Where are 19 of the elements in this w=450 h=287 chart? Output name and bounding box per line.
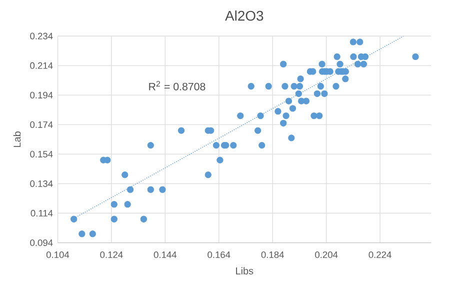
y-tick-label: 0.094 [30,239,53,246]
y-tick-label: 0.154 [30,150,53,158]
y-tick-label: 0.174 [30,121,53,128]
x-tick-label: 0.144 [154,251,177,258]
x-tick-label: 0.164 [208,251,230,258]
chart-title: Al2O3 [225,10,264,21]
y-tick-label: 0.194 [30,92,53,98]
annotation: R$^{2}$ = 0.8708 [149,80,206,90]
x-tick-label: 0.204 [315,251,338,258]
x-axis-title: Libs [236,267,254,274]
x-tick-label: 0.184 [261,251,284,258]
y-tick-label: 0.134 [30,180,53,187]
y-tick-label: 0.114 [30,210,53,216]
x-tick-label: 0.224 [368,251,392,258]
x-tick-label: 0.104 [46,251,70,258]
x-tick-label: 0.124 [100,251,123,258]
y-tick-label: 0.214 [30,62,53,69]
y-tick-label: 0.234 [30,32,53,40]
y-axis-title: Lab [13,132,21,147]
